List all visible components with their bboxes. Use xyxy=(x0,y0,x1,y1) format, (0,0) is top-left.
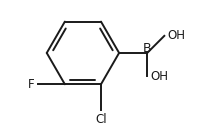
Text: Cl: Cl xyxy=(95,113,107,126)
Text: OH: OH xyxy=(168,29,186,42)
Text: F: F xyxy=(28,78,35,91)
Text: B: B xyxy=(143,42,151,55)
Text: OH: OH xyxy=(151,70,169,82)
